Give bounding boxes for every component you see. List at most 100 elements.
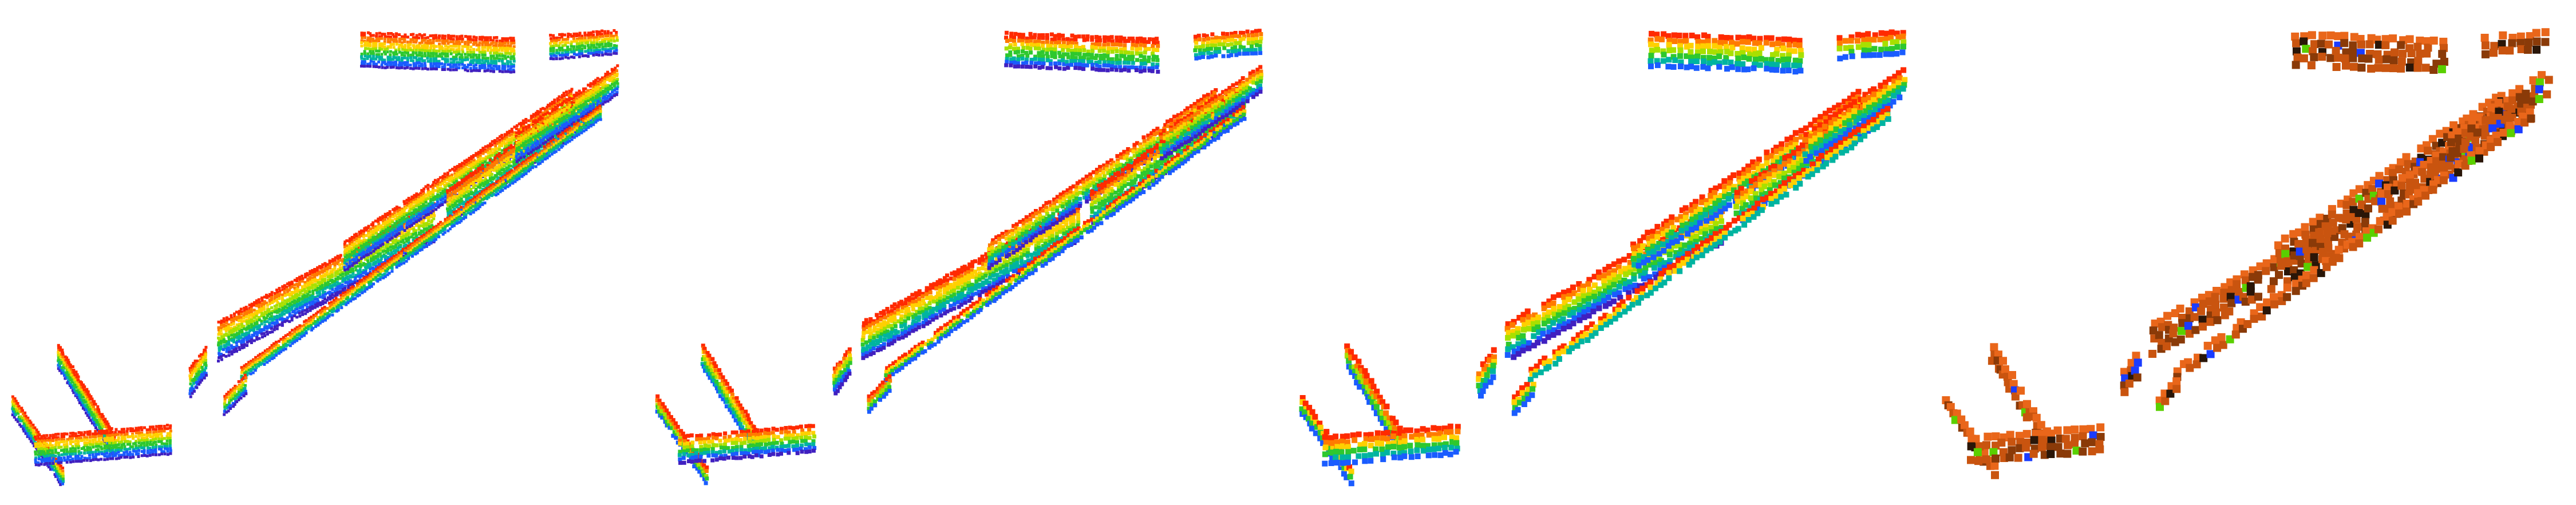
voxel	[515, 131, 518, 135]
voxel	[555, 107, 559, 111]
voxel	[567, 33, 570, 35]
voxel	[391, 220, 394, 224]
voxel	[372, 250, 376, 253]
voxel	[555, 36, 559, 40]
voxel	[396, 242, 400, 245]
voxel	[240, 344, 243, 347]
voxel	[341, 285, 344, 289]
voxel	[487, 173, 489, 177]
voxel	[615, 93, 618, 96]
voxel	[561, 127, 564, 130]
voxel	[389, 258, 392, 261]
voxel	[334, 274, 337, 278]
voxel	[372, 50, 375, 53]
voxel	[592, 53, 595, 57]
voxel	[263, 324, 267, 327]
voxel	[587, 54, 590, 58]
voxel	[354, 274, 358, 277]
voxel	[602, 82, 605, 85]
voxel	[472, 163, 475, 167]
voxel	[363, 34, 366, 37]
voxel	[364, 36, 367, 40]
voxel	[609, 42, 613, 46]
voxel	[256, 362, 260, 366]
voxel	[408, 225, 412, 228]
voxel	[419, 218, 422, 220]
voxel	[548, 129, 552, 133]
voxel	[404, 49, 407, 52]
voxel	[554, 116, 557, 120]
voxel	[452, 48, 455, 52]
voxel	[440, 179, 444, 183]
voxel	[225, 348, 228, 350]
voxel	[603, 95, 606, 98]
voxel	[498, 160, 501, 163]
voxel	[412, 226, 416, 230]
voxel	[218, 346, 221, 350]
voxel	[319, 311, 323, 314]
voxel	[606, 37, 610, 41]
voxel	[507, 166, 510, 169]
voxel	[260, 302, 264, 305]
voxel	[326, 268, 329, 271]
voxel	[484, 41, 487, 44]
voxel	[441, 190, 445, 193]
voxel	[370, 236, 373, 239]
voxel	[396, 212, 400, 216]
voxel	[225, 350, 228, 353]
voxel	[355, 234, 358, 238]
voxel	[463, 177, 466, 181]
voxel	[420, 34, 424, 37]
voxel	[276, 301, 279, 304]
voxel	[218, 331, 221, 334]
voxel	[385, 270, 389, 273]
voxel	[469, 188, 473, 191]
voxel	[592, 41, 595, 45]
voxel	[331, 288, 334, 291]
voxel	[268, 316, 272, 319]
voxel	[282, 346, 285, 349]
voxel	[217, 341, 220, 345]
voxel	[366, 55, 370, 58]
voxel	[432, 46, 436, 50]
voxel	[268, 356, 271, 359]
voxel	[420, 207, 424, 210]
voxel	[418, 41, 421, 45]
voxel	[479, 176, 483, 179]
voxel	[615, 52, 618, 55]
voxel	[422, 200, 426, 203]
voxel	[311, 294, 314, 298]
voxel	[427, 219, 430, 223]
voxel	[543, 128, 547, 132]
voxel	[423, 236, 426, 239]
voxel	[437, 178, 440, 182]
voxel	[458, 194, 461, 197]
voxel	[539, 126, 543, 129]
voxel	[460, 184, 464, 188]
voxel	[507, 65, 510, 68]
voxel	[372, 48, 375, 50]
voxel	[412, 64, 416, 68]
voxel	[558, 129, 562, 132]
voxel	[369, 48, 372, 51]
voxel	[265, 357, 268, 361]
voxel	[432, 49, 435, 52]
voxel	[381, 235, 385, 239]
voxel	[464, 53, 467, 56]
voxel	[339, 290, 342, 293]
voxel	[540, 128, 543, 132]
voxel	[348, 247, 351, 251]
voxel	[612, 46, 615, 50]
voxel	[505, 157, 508, 161]
voxel	[492, 68, 495, 71]
voxel	[391, 212, 394, 216]
voxel	[291, 337, 295, 341]
voxel	[417, 225, 421, 228]
voxel	[235, 326, 238, 330]
voxel	[426, 187, 430, 190]
voxel	[326, 283, 330, 287]
voxel	[530, 117, 533, 121]
voxel	[517, 128, 521, 131]
voxel	[515, 127, 518, 131]
voxel	[451, 194, 454, 197]
